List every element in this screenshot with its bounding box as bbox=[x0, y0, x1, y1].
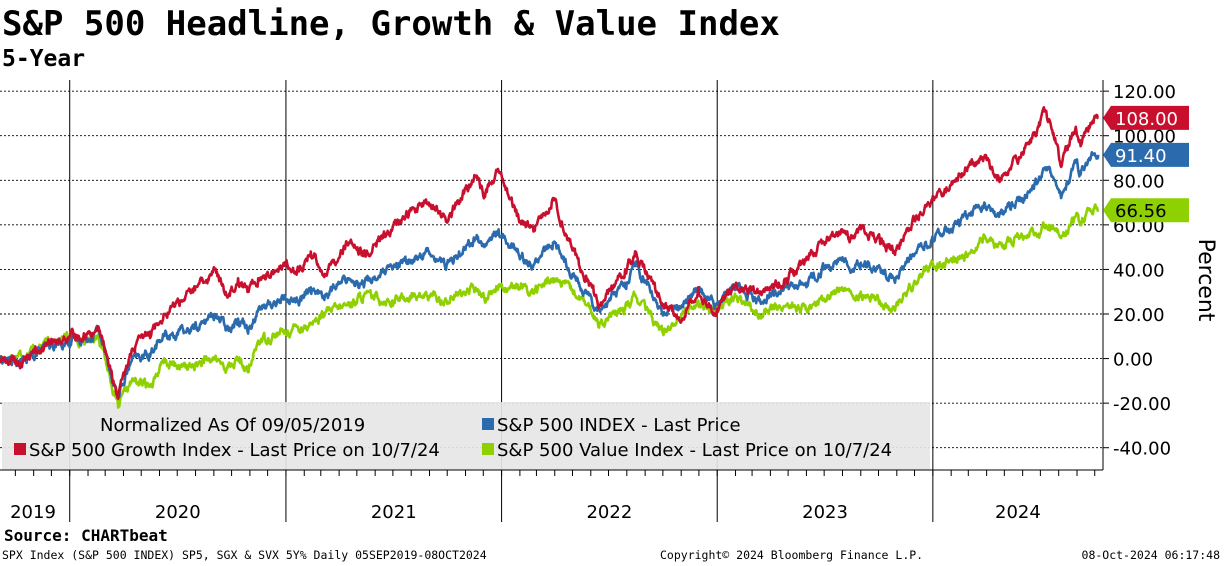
page-title: S&P 500 Headline, Growth & Value Index bbox=[2, 4, 780, 44]
year-label: 2024 bbox=[995, 502, 1041, 523]
last-value-tags: 108.00 91.40 66.56 bbox=[1103, 105, 1189, 223]
legend: Normalized As Of 09/05/2019 S&P 500 INDEX… bbox=[14, 415, 892, 461]
y-tick-label: 40.00 bbox=[1113, 260, 1165, 281]
footer-series-info: SPX Index (S&P 500 INDEX) SP5, SGX & SVX… bbox=[2, 548, 487, 562]
y-tick-label: -40.00 bbox=[1113, 439, 1171, 460]
footer-timestamp: 08-Oct-2024 06:17:48 bbox=[1081, 548, 1220, 562]
series-line-growth bbox=[0, 106, 1099, 400]
legend-note: Normalized As Of 09/05/2019 bbox=[100, 415, 365, 436]
y-tick-label: 100.00 bbox=[1113, 127, 1176, 148]
footer-copyright: Copyright© 2024 Bloomberg Finance L.P. bbox=[660, 548, 924, 562]
legend-background bbox=[2, 402, 930, 470]
last-value-tag-growth bbox=[1103, 105, 1189, 130]
y-tick-label: 0.00 bbox=[1113, 350, 1153, 371]
year-label: 2019 bbox=[10, 502, 56, 523]
year-label: 2022 bbox=[586, 502, 632, 523]
last-value-tag-value bbox=[1103, 198, 1189, 223]
legend-label-headline: S&P 500 INDEX - Last Price bbox=[497, 415, 741, 436]
y-axis-label: Percent bbox=[1193, 239, 1218, 322]
last-value-label-headline: 91.40 bbox=[1115, 146, 1167, 167]
legend-label-growth: S&P 500 Growth Index - Last Price on 10/… bbox=[29, 440, 440, 461]
page-subtitle: 5-Year bbox=[2, 46, 86, 72]
source-note: Source: CHARTbeat bbox=[4, 526, 168, 545]
legend-swatch-growth bbox=[14, 443, 26, 455]
legend-panel bbox=[2, 402, 930, 470]
year-label: 2023 bbox=[802, 502, 848, 523]
last-value-tag-headline bbox=[1103, 142, 1189, 167]
legend-label-value: S&P 500 Value Index - Last Price on 10/7… bbox=[497, 440, 892, 461]
legend-swatch-value bbox=[482, 443, 494, 455]
year-label: 2021 bbox=[371, 502, 417, 523]
series-line-value bbox=[0, 203, 1100, 409]
y-tick-label: 120.00 bbox=[1113, 82, 1176, 103]
y-tick-label: -20.00 bbox=[1113, 394, 1171, 415]
y-tick-label: 80.00 bbox=[1113, 171, 1165, 192]
last-value-label-value: 66.56 bbox=[1115, 201, 1167, 222]
last-value-label-growth: 108.00 bbox=[1115, 109, 1178, 130]
y-tick-label: 20.00 bbox=[1113, 305, 1165, 326]
series-line-headline bbox=[0, 151, 1100, 398]
year-label: 2020 bbox=[155, 502, 201, 523]
legend-swatch-headline bbox=[482, 418, 494, 430]
series-layer bbox=[0, 106, 1100, 409]
